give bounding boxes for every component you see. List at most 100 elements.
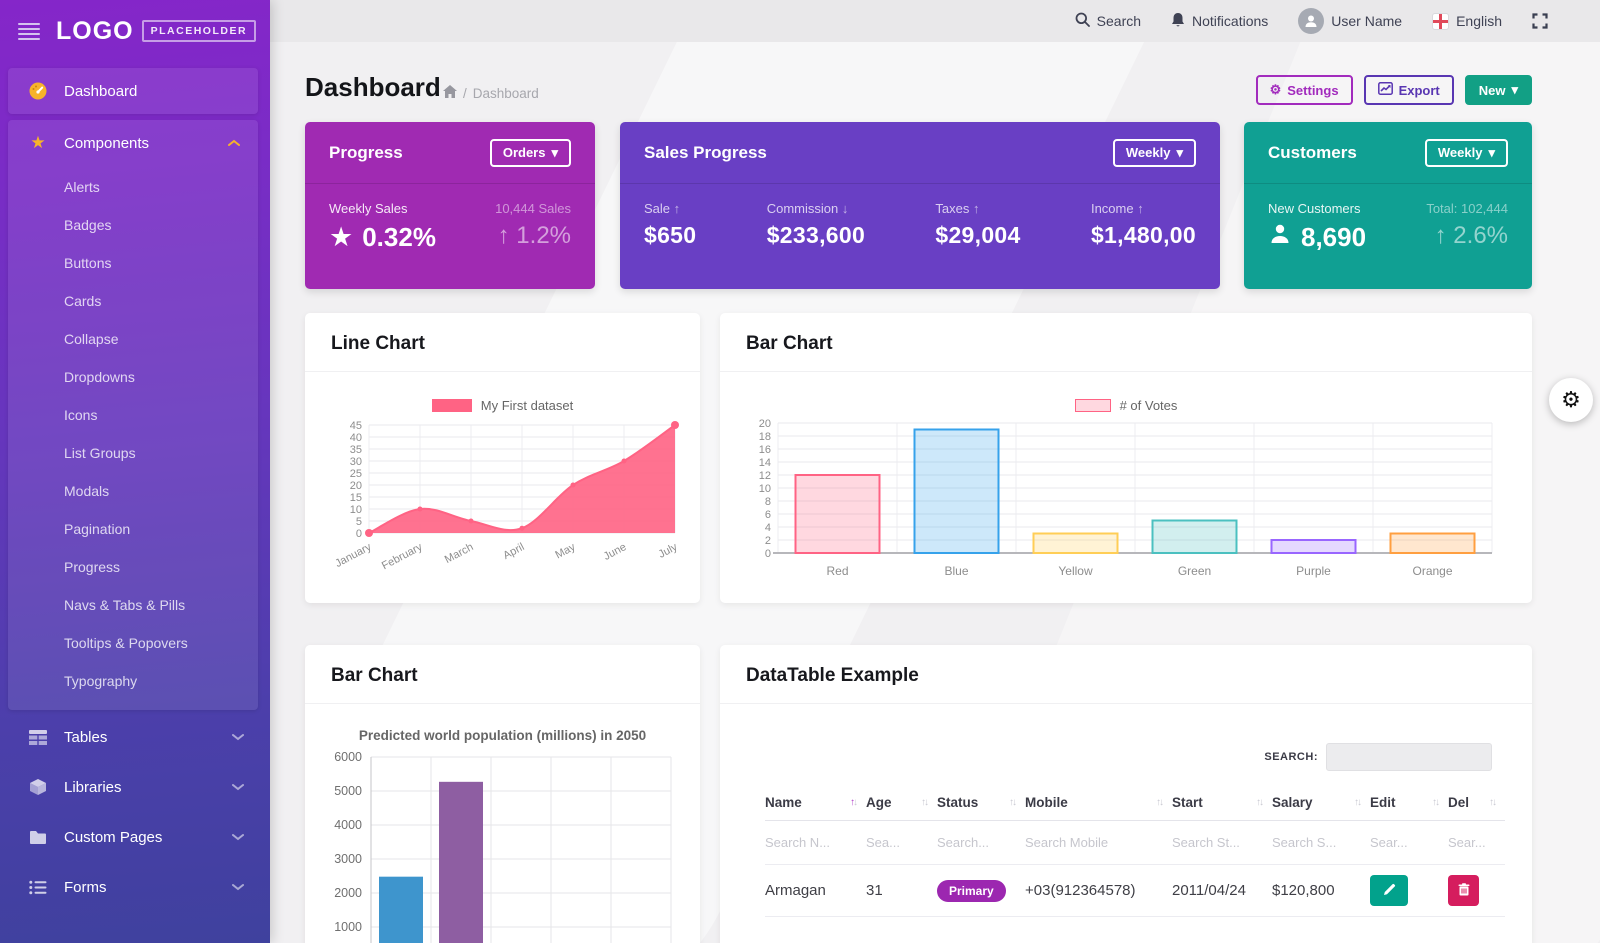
topbar-language[interactable]: English — [1432, 12, 1502, 30]
column-header-salary[interactable]: Salary ↑↓ — [1272, 785, 1370, 821]
svg-text:8: 8 — [765, 496, 771, 508]
search-icon — [1075, 12, 1090, 30]
svg-text:20: 20 — [350, 480, 362, 492]
sidebar-item-tooltips-popovers[interactable]: Tooltips & Popovers — [64, 635, 188, 651]
svg-text:30: 30 — [350, 456, 362, 468]
column-header-start[interactable]: Start ↑↓ — [1172, 785, 1272, 821]
filter-status-input[interactable] — [937, 835, 1015, 850]
topbar-search-label: Search — [1096, 13, 1142, 29]
home-icon[interactable] — [443, 85, 457, 101]
arrow-down-icon: ↓ — [841, 201, 849, 216]
filter-salary-input[interactable] — [1272, 835, 1359, 850]
header-buttons: ⚙ Settings Export New ▾ — [1255, 75, 1532, 105]
sidebar-item-alerts[interactable]: Alerts — [64, 179, 100, 195]
topbar-user[interactable]: User Name — [1298, 8, 1402, 34]
svg-text:2: 2 — [765, 535, 771, 547]
column-header-del[interactable]: Del ↑↓ — [1448, 785, 1505, 821]
svg-text:5000: 5000 — [334, 784, 362, 798]
sidebar-item-label: Forms — [64, 878, 107, 896]
weekly-dropdown[interactable]: Weekly ▾ — [1424, 138, 1508, 167]
fullscreen-icon[interactable] — [1532, 13, 1548, 29]
line-chart-card: Line Chart My First dataset 0 5 10 15 20 25 30… — [305, 313, 700, 603]
sidebar-item-buttons[interactable]: Buttons — [64, 255, 112, 271]
new-button[interactable]: New ▾ — [1464, 75, 1532, 105]
svg-text:4: 4 — [765, 522, 771, 534]
sidebar-item-components[interactable]: ★ Components — [8, 120, 258, 166]
export-button[interactable]: Export — [1363, 75, 1454, 105]
topbar-search[interactable]: Search — [1075, 12, 1141, 30]
sidebar-item-dashboard[interactable]: Dashboard — [8, 68, 258, 114]
column-header-mobile[interactable]: Mobile ↑↓ — [1025, 785, 1172, 821]
floating-settings-button[interactable]: ⚙ — [1549, 378, 1593, 422]
sidebar-item-progress[interactable]: Progress — [64, 559, 121, 575]
sidebar-item-libraries[interactable]: Libraries — [0, 762, 270, 812]
filter-cell — [1172, 821, 1272, 865]
svg-text:3000: 3000 — [334, 852, 362, 866]
logo: LOGO — [56, 16, 134, 45]
sidebar-item-pagination[interactable]: Pagination — [64, 521, 131, 537]
filter-start-input[interactable] — [1172, 835, 1260, 850]
datatable-search: SEARCH: — [1264, 743, 1492, 771]
folder-icon — [26, 830, 50, 845]
svg-text:May: May — [553, 541, 577, 562]
sidebar-item-collapse[interactable]: Collapse — [64, 331, 119, 347]
sidebar-item-list-groups[interactable]: List Groups — [64, 445, 136, 461]
card-title: Customers — [1268, 142, 1357, 162]
card-title: Progress — [329, 142, 403, 162]
orders-dropdown-label: Orders — [502, 145, 546, 160]
cell-age: 31 — [866, 865, 937, 917]
svg-text:Red: Red — [826, 564, 848, 578]
sort-icons[interactable]: ↑↓ — [850, 797, 858, 808]
orders-dropdown[interactable]: Orders ▾ — [489, 138, 571, 167]
svg-text:6: 6 — [765, 509, 771, 521]
sidebar-item-tables[interactable]: Tables — [0, 712, 270, 762]
sidebar-item-modals[interactable]: Modals — [64, 483, 110, 499]
sort-icons[interactable]: ↑↓ — [1489, 797, 1497, 808]
filter-cell — [1025, 821, 1172, 865]
delete-button[interactable] — [1448, 875, 1479, 906]
sort-icons[interactable]: ↑↓ — [921, 797, 929, 808]
filter-mobile-input[interactable] — [1025, 835, 1155, 850]
weekly-dropdown[interactable]: Weekly ▾ — [1112, 138, 1196, 167]
search-input[interactable] — [1326, 743, 1492, 771]
svg-text:45: 45 — [350, 420, 362, 432]
stat-label: Sale — [644, 201, 671, 216]
caret-down-icon: ▾ — [551, 144, 558, 160]
filter-age-input[interactable] — [866, 835, 929, 850]
column-header-status[interactable]: Status ↑↓ — [937, 785, 1025, 821]
topbar-notifications[interactable]: Notifications — [1171, 12, 1268, 31]
legend-label: # of Votes — [1119, 398, 1178, 413]
sidebar-item-dropdowns[interactable]: Dropdowns — [64, 369, 135, 385]
sort-icons[interactable]: ↑↓ — [1156, 797, 1164, 808]
settings-button[interactable]: ⚙ Settings — [1255, 75, 1353, 105]
sidebar-item-navs-tabs-pills[interactable]: Navs & Tabs & Pills — [64, 597, 186, 613]
column-header-name[interactable]: Name ↑↓ — [765, 785, 866, 821]
column-header-age[interactable]: Age ↑↓ — [866, 785, 937, 821]
sort-icons[interactable]: ↑↓ — [1009, 797, 1017, 808]
column-header-edit[interactable]: Edit ↑↓ — [1370, 785, 1448, 821]
edit-button[interactable] — [1370, 875, 1408, 906]
hamburger-menu-icon[interactable] — [18, 22, 40, 40]
filter-edit-input[interactable] — [1370, 835, 1439, 850]
filter-del-input[interactable] — [1448, 835, 1499, 850]
svg-text:June: June — [602, 541, 629, 563]
total-sales-label: 10,444 Sales — [495, 201, 571, 216]
filter-name-input[interactable] — [765, 835, 854, 850]
sort-icons[interactable]: ↑↓ — [1432, 797, 1440, 808]
sidebar-item-custom-pages[interactable]: Custom Pages — [0, 812, 270, 862]
cell-name: Armagan — [765, 865, 866, 917]
breadcrumb-current[interactable]: Dashboard — [472, 85, 539, 101]
sort-icons[interactable]: ↑↓ — [1354, 797, 1362, 808]
sidebar-item-cards[interactable]: Cards — [64, 293, 102, 309]
stat-value: $1,480,00 — [1090, 222, 1196, 248]
card-title: Bar Chart — [746, 333, 833, 354]
sidebar-item-icons[interactable]: Icons — [64, 407, 98, 423]
sidebar-item-badges[interactable]: Badges — [64, 217, 112, 233]
sidebar-item-forms[interactable]: Forms — [0, 862, 270, 912]
topbar-notifications-label: Notifications — [1192, 13, 1269, 29]
sort-icons[interactable]: ↑↓ — [1256, 797, 1264, 808]
weekly-sales-value: 0.32% — [362, 222, 436, 252]
sidebar-group-components: ★ Components Alerts Badges Buttons Cards… — [8, 120, 258, 710]
column-label: Salary — [1272, 795, 1313, 810]
sidebar-item-typography[interactable]: Typography — [64, 673, 138, 689]
